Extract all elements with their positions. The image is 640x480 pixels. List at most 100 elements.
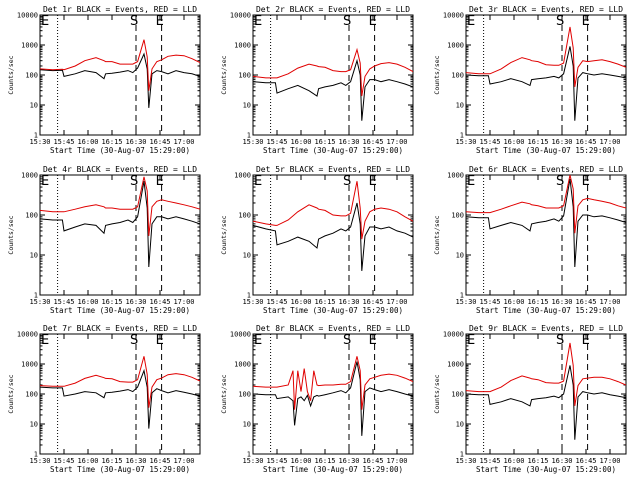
x-tick-label: 16:30 [338,138,359,146]
series-events-line [40,52,200,108]
y-tick-label: 10000 [443,331,464,339]
series-lld-line [253,47,413,97]
end-marker-label: E [369,14,377,29]
panel-title: Det 2r BLACK = Events, RED = LLD [256,5,410,14]
x-tick-label: 16:30 [551,298,572,306]
x-tick-label: 16:45 [362,138,383,146]
x-tick-label: 16:15 [527,138,548,146]
panel-8: Det 8r BLACK = Events, RED = LLD 1 10 100 10… [220,324,414,474]
y-tick-label: 10 [456,102,464,110]
end-marker-label: E [582,174,590,189]
x-tick-label: 16:00 [503,298,524,306]
x-tick-label: 16:30 [551,457,572,465]
y-tick-label: 10 [30,102,38,110]
plot-frame [465,174,627,296]
y-tick-label: 10000 [230,331,251,339]
x-tick-label: 17:00 [386,457,407,465]
y-tick-label: 10 [243,421,251,429]
y-axis-label: Counts/sec [7,55,15,94]
x-tick-label: 16:00 [290,298,311,306]
y-tick-label: 1 [34,292,38,300]
x-tick-label: 17:00 [599,138,620,146]
start-marker-label: S [556,333,564,348]
x-tick-label: 15:30 [242,457,263,465]
x-tick-label: 15:30 [29,298,50,306]
x-tick-label: 16:00 [290,457,311,465]
series-events-line [253,361,413,436]
x-tick-label: 16:15 [527,457,548,465]
y-tick-label: 10000 [443,12,464,20]
x-tick-label: 16:00 [503,138,524,146]
y-tick-label: 1 [247,132,251,140]
x-tick-label: 16:30 [551,138,572,146]
corner-marker-label: E [254,333,262,348]
y-tick-label: 1 [460,132,464,140]
x-tick-label: 15:45 [266,138,287,146]
series-events-line [466,46,626,121]
series-events-line [40,368,200,429]
corner-marker-label: E [254,14,262,29]
y-tick-label: 100 [451,212,464,220]
y-axis-label: Counts/sec [7,215,15,254]
y-tick-label: 10000 [17,12,38,20]
panel-1: Det 1r BLACK = Events, RED = LLD 1 10 100 10… [7,5,201,155]
x-tick-label: 17:00 [173,457,194,465]
y-axis-label: Counts/sec [7,374,15,413]
series-lld-line [40,176,200,236]
x-tick-label: 16:45 [575,298,596,306]
x-tick-label: 16:45 [575,138,596,146]
corner-marker-label: E [254,174,262,189]
y-tick-label: 1000 [447,172,464,180]
x-axis-label: Start Time (30-Aug-07 15:29:00) [50,146,190,155]
x-axis-label: Start Time (30-Aug-07 15:29:00) [476,306,616,315]
x-tick-label: 16:15 [101,457,122,465]
y-tick-label: 1 [247,451,251,459]
series-events-line [466,365,626,440]
y-tick-label: 1000 [21,361,38,369]
corner-marker-label: E [41,14,49,29]
x-tick-label: 15:45 [53,138,74,146]
x-tick-label: 17:00 [599,298,620,306]
corner-marker-label: E [467,333,475,348]
y-axis-label: Counts/sec [433,374,441,413]
panel-2: Det 2r BLACK = Events, RED = LLD 1 10 100 10… [220,5,414,155]
series-lld-line [40,356,200,408]
x-tick-label: 15:30 [455,298,476,306]
y-tick-label: 1 [460,451,464,459]
panel-4: Det 4r BLACK = Events, RED = LLD 1 10 100 10… [7,165,201,315]
x-tick-label: 16:15 [101,298,122,306]
end-marker-label: E [156,14,164,29]
y-tick-label: 1000 [21,172,38,180]
x-tick-label: 16:45 [149,457,170,465]
x-tick-label: 16:00 [290,138,311,146]
panel-7: Det 7r BLACK = Events, RED = LLD 1 10 100 10… [7,324,201,474]
y-tick-label: 1000 [234,172,251,180]
corner-marker-label: E [467,174,475,189]
series-events-line [466,178,626,268]
panel-title: Det 3r BLACK = Events, RED = LLD [469,5,623,14]
panel-grid: Det 1r BLACK = Events, RED = LLD 1 10 100 10… [7,5,627,474]
start-marker-label: S [130,14,138,29]
series-lld-line [40,39,200,91]
x-tick-label: 16:45 [149,298,170,306]
end-marker-label: E [369,333,377,348]
x-tick-label: 15:30 [242,138,263,146]
end-marker-label: E [156,333,164,348]
y-axis-label: Counts/sec [220,55,228,94]
y-tick-label: 10 [456,421,464,429]
end-marker-label: E [582,14,590,29]
start-marker-label: S [343,174,351,189]
y-tick-label: 1000 [447,42,464,50]
y-tick-label: 10 [243,252,251,260]
series-events-line [253,58,413,121]
series-lld-line [466,342,626,406]
panel-3: Det 3r BLACK = Events, RED = LLD 1 10 100 10… [433,5,627,155]
x-tick-label: 16:30 [338,457,359,465]
y-tick-label: 100 [25,212,38,220]
x-tick-label: 17:00 [173,298,194,306]
x-tick-label: 17:00 [386,138,407,146]
x-axis-label: Start Time (30-Aug-07 15:29:00) [263,306,403,315]
y-tick-label: 1000 [234,361,251,369]
y-tick-label: 1000 [21,42,38,50]
